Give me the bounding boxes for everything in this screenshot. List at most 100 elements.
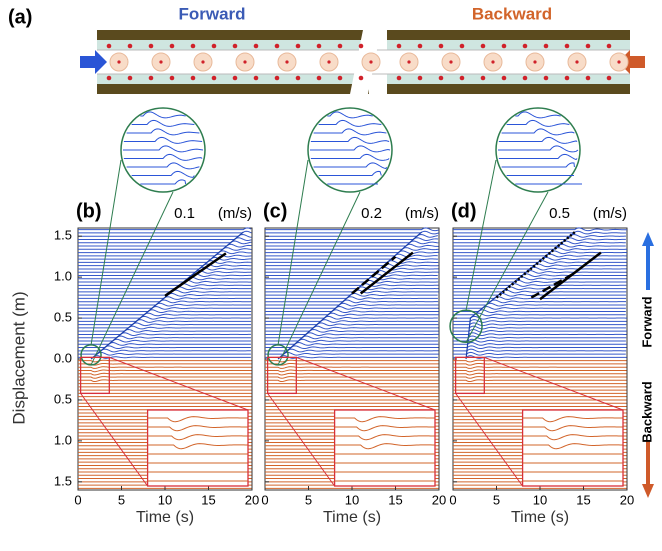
backward-trace [78, 372, 252, 376]
forward-trace [78, 273, 252, 278]
x-tick-label: 20 [432, 492, 446, 507]
tube-beads [106, 43, 629, 81]
zoom-trace [123, 145, 204, 153]
bead [491, 60, 495, 64]
zoom-trace [123, 153, 203, 161]
forward-arrow [642, 232, 654, 290]
forward-trace [453, 279, 627, 284]
forward-trace [453, 296, 627, 300]
bead [369, 60, 373, 64]
forward-trace [453, 315, 627, 320]
forward-trace [453, 273, 627, 278]
bead [295, 43, 301, 49]
forward-trace [78, 348, 251, 353]
forward-trace [453, 348, 627, 353]
bead [148, 43, 154, 49]
forward-trace [78, 332, 252, 336]
x-tick-label: 15 [201, 492, 215, 507]
zoom-trace [515, 111, 561, 119]
forward-trace [453, 351, 626, 356]
forward-trace [78, 302, 252, 307]
forward-trace [265, 322, 439, 327]
bead [533, 60, 537, 64]
backward-trace [78, 362, 252, 366]
speed-value: 0.5 [549, 205, 570, 222]
x-tick-label: 0 [261, 492, 268, 507]
forward-trace [265, 351, 439, 356]
inset-marker [454, 356, 485, 395]
forward-trace [265, 309, 439, 314]
zoom-trace [140, 179, 187, 185]
fit-line [359, 251, 414, 295]
speed-value: 0.1 [174, 205, 195, 222]
x-tick-label: 10 [158, 492, 172, 507]
forward-trace [78, 312, 252, 317]
bead [337, 43, 343, 49]
inset-trace [334, 416, 435, 423]
bead [358, 75, 364, 81]
bead [543, 43, 549, 49]
zoom-marker [267, 344, 289, 366]
backward-trace [453, 372, 627, 376]
zoom-marker [449, 309, 483, 343]
forward-trace [78, 296, 252, 300]
bead [148, 75, 154, 81]
forward-trace [265, 247, 439, 251]
forward-trace [265, 289, 439, 294]
side-label: Forward [639, 296, 654, 347]
forward-trace [78, 227, 252, 231]
forward-trace [453, 260, 627, 264]
inset-marker [79, 356, 110, 395]
forward-trace [265, 266, 439, 271]
x-tick-label: 15 [576, 492, 590, 507]
backward-trace [453, 366, 627, 369]
forward-trace [78, 315, 252, 320]
forward-trace [265, 312, 439, 317]
bead [417, 75, 423, 81]
inset-trace [147, 425, 248, 432]
x-tick-label: 5 [493, 492, 500, 507]
backward-trace [78, 366, 252, 369]
inset-trace [334, 443, 435, 450]
backward-trace [265, 372, 439, 376]
zoom-trace [327, 111, 373, 119]
inset-marker [266, 356, 297, 395]
inset-trace [522, 425, 623, 432]
zoom-trace [498, 136, 578, 144]
forward-trace [453, 276, 627, 281]
zoom-trace [318, 170, 382, 176]
forward-trace [453, 283, 627, 287]
inset-connector [80, 393, 149, 487]
bead [327, 60, 331, 64]
inset-connector [109, 356, 249, 411]
backward-trace [453, 376, 627, 379]
forward-trace [453, 322, 627, 327]
zoom-trace [310, 153, 390, 161]
zoom-trace [131, 119, 195, 127]
zoom-trace [498, 145, 579, 153]
forward-trace [265, 299, 439, 304]
forward-trace [78, 256, 252, 261]
inset [333, 409, 436, 487]
forward-trace [453, 256, 627, 261]
bead [169, 75, 175, 81]
forward-trace [265, 355, 438, 359]
bead [606, 43, 612, 49]
forward-trace [265, 250, 439, 255]
forward-trace [265, 237, 439, 241]
x-tick-label: 20 [620, 492, 634, 507]
bead [585, 43, 591, 49]
forward-trace [78, 276, 252, 281]
forward-trace [78, 335, 252, 340]
inset-connector [484, 356, 624, 411]
y-tick-label: 1.0 [54, 432, 72, 447]
inset-trace [147, 416, 248, 423]
backward-trace [453, 362, 627, 366]
forward-trace [78, 243, 252, 248]
bead [617, 60, 621, 64]
bead [522, 75, 528, 81]
forward-trace [265, 253, 438, 258]
bead [417, 43, 423, 49]
zoom-trace [126, 128, 200, 136]
forward-trace [265, 260, 439, 264]
